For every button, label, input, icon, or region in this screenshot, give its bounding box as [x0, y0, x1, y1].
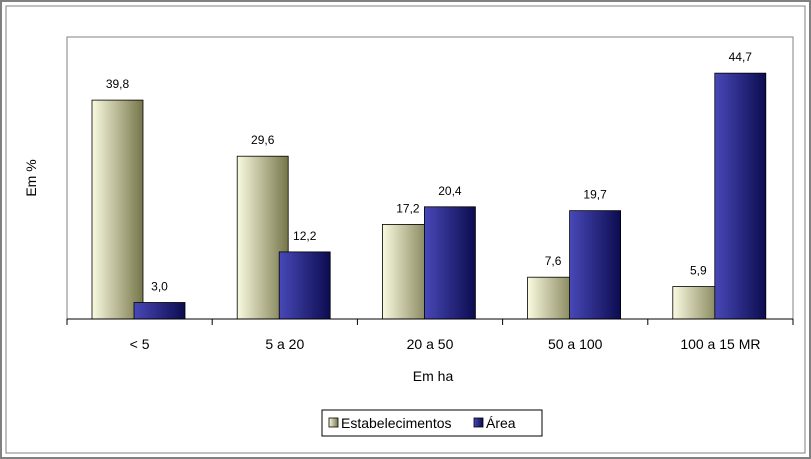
x-tick-label-3: 50 a 100 [548, 336, 603, 352]
bar-area-4 [714, 72, 767, 320]
legend-label-area: Área [486, 415, 516, 431]
bar-area-2 [423, 206, 476, 320]
x-axis: < 5 5 a 20 20 a 50 50 a 100 100 a 15 MR [66, 318, 794, 352]
legend-label-estabelecimentos: Estabelecimentos [341, 415, 452, 431]
y-axis-label: Em % [23, 159, 39, 196]
bar-area-1 [278, 251, 331, 320]
legend: Estabelecimentos Área [321, 409, 543, 437]
bar-area-3 [569, 210, 621, 320]
x-tick-label-0: < 5 [130, 336, 150, 352]
x-axis-label: Em ha [413, 368, 454, 384]
data-label-estabelecimentos-3: 7,6 [545, 254, 562, 268]
bars: 39,8 3,0 29,6 12,2 17,2 20,4 7,6 19,7 5,9 44,7 [91, 50, 767, 320]
data-label-estabelecimentos-0: 39,8 [106, 77, 130, 91]
data-label-area-4: 44,7 [729, 50, 753, 64]
data-label-area-2: 20,4 [438, 184, 462, 198]
data-label-area-3: 19,7 [583, 188, 607, 202]
legend-box [321, 409, 543, 437]
x-tick-label-4: 100 a 15 MR [680, 336, 760, 352]
bar-estabelecimentos-0 [91, 99, 144, 320]
legend-swatch-estabelecimentos [328, 417, 339, 428]
data-label-area-1: 12,2 [293, 229, 317, 243]
legend-swatch-area [473, 417, 484, 428]
data-label-estabelecimentos-1: 29,6 [251, 133, 275, 147]
chart-frame-inner [5, 5, 806, 454]
data-label-estabelecimentos-4: 5,9 [690, 264, 707, 278]
data-label-area-0: 3,0 [151, 280, 168, 294]
data-label-estabelecimentos-2: 17,2 [396, 201, 420, 215]
x-tick-label-2: 20 a 50 [407, 336, 454, 352]
bar-area-0 [133, 302, 186, 320]
x-tick-label-1: 5 a 20 [265, 336, 304, 352]
